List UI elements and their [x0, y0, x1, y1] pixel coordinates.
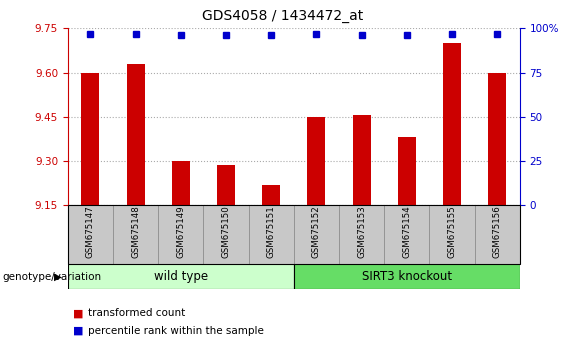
- Text: GSM675151: GSM675151: [267, 205, 276, 258]
- Text: GSM675153: GSM675153: [357, 205, 366, 258]
- Text: GDS4058 / 1434472_at: GDS4058 / 1434472_at: [202, 9, 363, 23]
- Text: percentile rank within the sample: percentile rank within the sample: [88, 326, 263, 336]
- Bar: [68, 205, 113, 264]
- Bar: [294, 264, 520, 289]
- Text: SIRT3 knockout: SIRT3 knockout: [362, 270, 452, 282]
- Text: GSM675147: GSM675147: [86, 205, 95, 258]
- Bar: [443, 43, 461, 205]
- Bar: [81, 73, 99, 205]
- Text: ■: ■: [73, 308, 84, 318]
- Bar: [68, 264, 294, 289]
- Bar: [294, 205, 339, 264]
- Text: ▶: ▶: [54, 272, 62, 282]
- Text: GSM675148: GSM675148: [131, 205, 140, 258]
- Bar: [307, 117, 325, 205]
- Bar: [353, 115, 371, 205]
- Bar: [475, 205, 520, 264]
- Bar: [384, 205, 429, 264]
- Bar: [429, 205, 475, 264]
- Text: GSM675150: GSM675150: [221, 205, 231, 258]
- Text: wild type: wild type: [154, 270, 208, 282]
- Text: GSM675152: GSM675152: [312, 205, 321, 258]
- Text: GSM675154: GSM675154: [402, 205, 411, 258]
- Bar: [172, 161, 190, 205]
- Bar: [158, 205, 203, 264]
- Text: ■: ■: [73, 326, 84, 336]
- Text: GSM675156: GSM675156: [493, 205, 502, 258]
- Bar: [203, 205, 249, 264]
- Bar: [398, 137, 416, 205]
- Text: GSM675155: GSM675155: [447, 205, 457, 258]
- Text: GSM675149: GSM675149: [176, 205, 185, 258]
- Bar: [488, 73, 506, 205]
- Bar: [217, 166, 235, 205]
- Bar: [249, 205, 294, 264]
- Bar: [339, 205, 384, 264]
- Text: transformed count: transformed count: [88, 308, 185, 318]
- Text: genotype/variation: genotype/variation: [3, 272, 102, 282]
- Bar: [127, 64, 145, 205]
- Bar: [262, 185, 280, 205]
- Bar: [113, 205, 158, 264]
